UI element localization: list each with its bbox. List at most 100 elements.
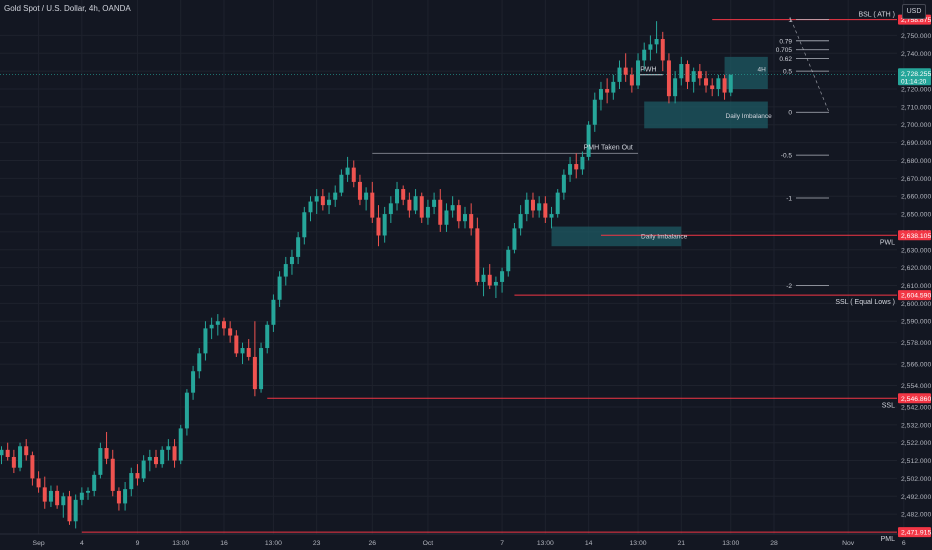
y-tick-label: 2,502.000	[901, 476, 931, 483]
y-tick-label: 2,512.000	[901, 458, 931, 465]
candle-body	[432, 199, 437, 207]
y-tick-label: 2,740.000	[901, 51, 931, 58]
y-tick-label: 2,542.000	[901, 404, 931, 411]
daily-imbalance-zone-upper	[644, 101, 768, 129]
candle-body	[277, 276, 282, 300]
level-price-text: 2,638.105	[901, 233, 931, 240]
pmh-taken-out-label: PMH Taken Out	[584, 144, 633, 151]
daily-imbalance-label: Daily Imbalance	[641, 233, 688, 240]
x-tick-label: Oct	[423, 540, 434, 547]
candle-body	[351, 167, 356, 182]
candle-body	[320, 196, 325, 206]
level-price-badge	[898, 290, 931, 301]
fibonacci-tool[interactable]: 1 0.79 0.705 0.62 0.5 0 -0.5 -1 -2	[776, 17, 830, 290]
level-label: PML	[881, 536, 896, 543]
candle-body	[425, 206, 430, 218]
y-tick-label: 2,660.000	[901, 194, 931, 201]
candle-body	[92, 474, 97, 491]
candle-body	[172, 446, 177, 461]
candle-body	[259, 348, 264, 390]
fib-level-label: -0.5	[781, 153, 793, 160]
x-tick-label: 16	[220, 540, 228, 547]
level-price-text: 2,758.875	[901, 17, 931, 24]
candle-body	[129, 473, 134, 490]
currency-button[interactable]: USD	[902, 4, 926, 19]
symbol-title[interactable]: Gold Spot / U.S. Dollar, 4h, OANDA	[4, 4, 131, 13]
countdown-text: 01:14:20	[901, 78, 927, 85]
current-price-badge	[898, 68, 931, 86]
candle-body	[518, 214, 523, 229]
candle-body	[407, 199, 412, 211]
candle-body	[197, 353, 202, 372]
candle-body	[345, 167, 350, 175]
candle-body	[580, 156, 585, 170]
candle-body	[382, 214, 387, 236]
level-price-badge	[898, 393, 931, 404]
candle-body	[388, 203, 393, 215]
candle-body	[123, 489, 128, 504]
x-tick-label: 13:00	[537, 540, 554, 547]
candle-body	[586, 124, 591, 157]
candle-body	[234, 335, 239, 354]
candle-body	[654, 39, 659, 45]
fib-level-label: 0.705	[776, 47, 793, 54]
y-tick-label: 2,680.000	[901, 158, 931, 165]
candle-body	[506, 249, 511, 272]
level-label: BSL ( ATH )	[858, 12, 895, 19]
y-tick-label: 2,690.000	[901, 140, 931, 147]
candle-body	[0, 449, 4, 456]
candle-body	[611, 81, 616, 93]
level-price-text: 2,471.915	[901, 530, 931, 537]
candle-body	[685, 64, 690, 82]
candle-body	[209, 324, 214, 329]
y-tick-label: 2,590.000	[901, 319, 931, 326]
y-tick-label: 2,566.000	[901, 362, 931, 369]
x-tick-label: 21	[678, 540, 686, 547]
candle-body	[549, 214, 554, 218]
candle-body	[98, 448, 103, 475]
candle-body	[493, 281, 498, 286]
candle-body	[73, 499, 78, 522]
x-tick-label: 4	[80, 540, 84, 547]
candle-body	[5, 449, 10, 457]
candle-body	[203, 328, 208, 354]
price-axis[interactable]: 2,750.0002,740.0002,730.0002,720.0002,71…	[901, 33, 931, 519]
time-axis[interactable]: Sep 4 9 13:00 16 13:00 23 26 Oct 7 13:00 14 13:00 21 1…	[0, 533, 932, 547]
y-tick-label: 2,578.000	[901, 340, 931, 347]
candle-body	[308, 201, 313, 213]
candle-body	[530, 199, 535, 211]
candle-body	[475, 228, 480, 282]
candle-body	[673, 78, 678, 97]
x-tick-label: Sep	[33, 540, 45, 547]
candle-body	[289, 256, 294, 265]
candle-body	[419, 196, 424, 218]
candle-body	[487, 274, 492, 286]
current-price-text: 2,728.255	[901, 71, 931, 78]
candle-body	[116, 490, 121, 504]
candle-body	[561, 174, 566, 193]
candle-body	[11, 456, 16, 468]
candle-body	[191, 371, 196, 393]
candle-body	[568, 164, 573, 175]
candle-body	[327, 199, 332, 206]
candle-body	[215, 321, 220, 325]
candle-body	[704, 78, 709, 86]
level-price-text: 2,546.860	[901, 396, 931, 403]
y-tick-label: 2,600.000	[901, 301, 931, 308]
candle-body	[55, 490, 60, 506]
liquidity-levels: BSL ( ATH ) PWL SSL ( Equal Lows ) SSL PML	[0, 12, 897, 543]
y-tick-label: 2,522.000	[901, 440, 931, 447]
y-tick-label: 2,720.000	[901, 87, 931, 94]
x-tick-label: 13:00	[722, 540, 739, 547]
candle-body	[160, 449, 165, 465]
candle-body	[395, 189, 400, 204]
fib-level-label: 0.5	[783, 69, 792, 76]
candle-body	[444, 210, 449, 225]
candle-body	[42, 487, 47, 502]
candle-body	[716, 78, 721, 90]
y-tick-label: 2,620.000	[901, 265, 931, 272]
candle-body	[271, 299, 276, 325]
candle-body	[438, 199, 443, 225]
